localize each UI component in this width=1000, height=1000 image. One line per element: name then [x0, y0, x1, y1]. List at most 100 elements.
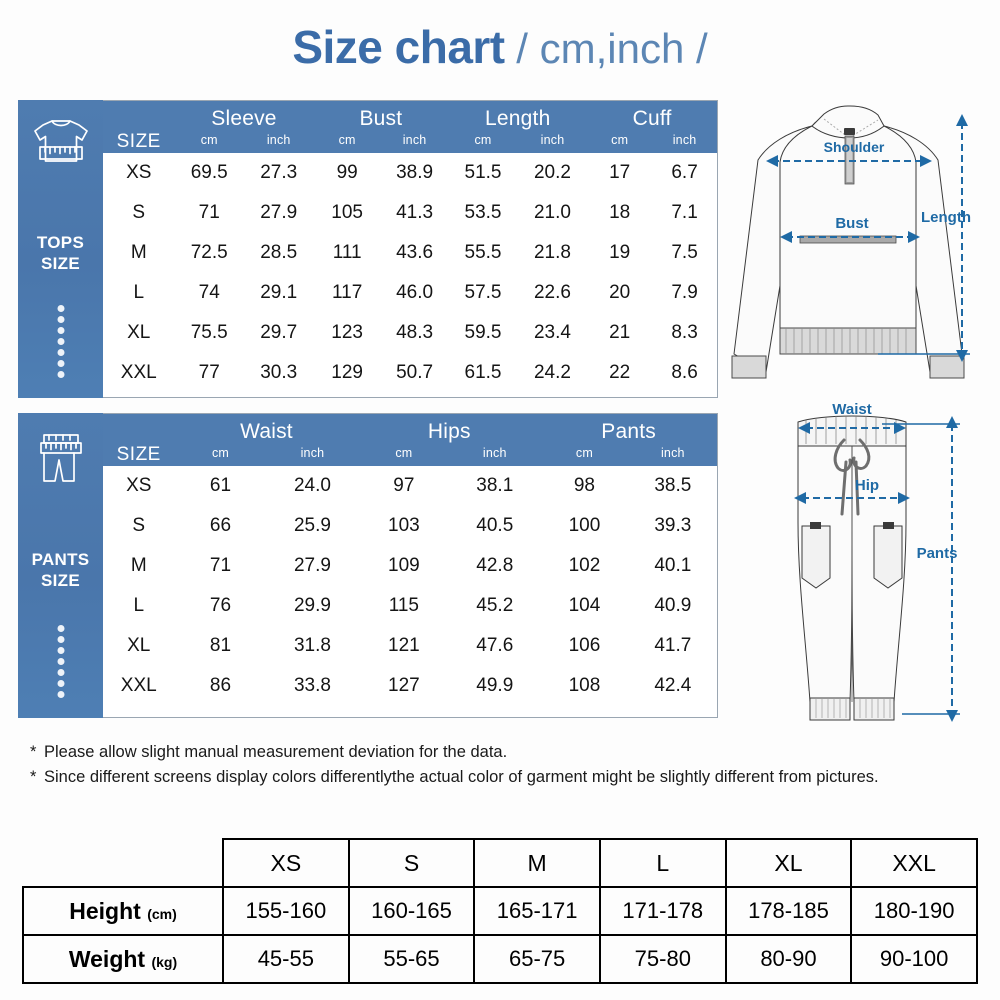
hw-cell-weight-xxl: 90-100 — [850, 934, 978, 984]
pants-cell-waist: 71 27.9 — [175, 546, 359, 586]
table-row: S 66 25.9 103 40.5 100 39.3 — [103, 506, 717, 546]
pants-cell-hips: 115 45.2 — [358, 586, 540, 626]
tops-header-group-cuff: Cuff cm inch — [587, 101, 717, 153]
table-row: XXL 86 33.8 127 49.9 108 42.4 — [103, 666, 717, 706]
pants-header-group-waist: Waist cm inch — [175, 414, 359, 466]
hw-cell-weight-s: 55-65 — [347, 934, 476, 984]
pants-header-group-hips: Hips cm inch — [358, 414, 540, 466]
pants-hips-cm: 103 — [388, 515, 420, 536]
tops-cell-cuff: 18 7.1 — [587, 193, 717, 233]
tops-size-section: TOPS SIZE SIZE Sleeve cm — [18, 100, 718, 398]
pants-waist-cm: 71 — [209, 555, 232, 576]
hw-cell-height-s: 160-165 — [347, 886, 476, 936]
tops-cell-cuff: 19 7.5 — [587, 233, 717, 273]
tops-group-name-bust: Bust — [359, 107, 403, 130]
pants-pants-inch: 42.4 — [654, 675, 692, 696]
pants-cell-pants: 100 39.3 — [540, 506, 717, 546]
page-title-light: / cm,inch / — [504, 25, 708, 72]
tops-row-size: M — [130, 242, 147, 263]
pants-unit-waist-cm: cm — [211, 446, 230, 460]
pants-cell-waist: 81 31.8 — [175, 626, 359, 666]
tops-sleeve-inch: 27.9 — [260, 202, 298, 223]
tops-bust-cm: 123 — [331, 322, 363, 343]
pants-pants-cm: 98 — [573, 475, 595, 496]
pants-cell-hips: 127 49.9 — [358, 666, 540, 706]
pants-cell-waist: 86 33.8 — [175, 666, 359, 706]
tops-length-cm: 61.5 — [464, 362, 502, 383]
pants-cell-hips: 103 40.5 — [358, 506, 540, 546]
tops-unit-cuff-cm: cm — [611, 133, 629, 147]
tops-cuff-inch: 8.6 — [671, 362, 698, 383]
pants-sidebar-dots — [57, 621, 64, 702]
tops-sleeve-inch: 29.7 — [260, 322, 298, 343]
tops-header-group-length: Length cm inch — [448, 101, 587, 153]
tops-cell-length: 61.5 24.2 — [448, 353, 587, 393]
tops-unit-bust-cm: cm — [338, 133, 356, 147]
note-item: * Since different screens display colors… — [30, 765, 970, 790]
tops-cell-length: 59.5 23.4 — [448, 313, 587, 353]
pants-hips-cm: 115 — [388, 595, 419, 616]
pants-header-size: SIZE — [116, 444, 161, 465]
pants-pants-cm: 108 — [568, 675, 601, 696]
hw-label-text: Height — [69, 897, 141, 924]
tops-cell-bust: 117 46.0 — [313, 273, 448, 313]
tops-row-size: XXL — [120, 362, 157, 383]
hw-label-unit: (kg) — [151, 953, 178, 970]
table-row: S 71 27.9 105 41.3 53.5 21.0 18 7.1 — [103, 193, 717, 233]
tops-sleeve-cm: 77 — [198, 362, 220, 383]
pants-row-size: S — [132, 515, 146, 536]
tops-bust-inch: 48.3 — [396, 322, 434, 343]
hw-cell-weight-xs: 45-55 — [222, 934, 350, 984]
tops-cell-cuff: 20 7.9 — [587, 273, 717, 313]
diagram-label-shoulder: Shoulder — [824, 139, 885, 155]
tops-table-header-row: SIZE Sleeve cm inch Bust cm — [103, 101, 717, 153]
pants-row-size: XS — [126, 475, 152, 496]
hw-cell-weight-m: 65-75 — [473, 934, 601, 984]
hw-corner-cell — [23, 839, 224, 888]
pants-pants-cm: 104 — [568, 595, 601, 616]
tops-bust-cm: 111 — [332, 242, 362, 263]
hw-label-text: Weight — [68, 945, 146, 972]
pants-table-wrap: SIZE Waist cm inch Hips cm — [103, 413, 718, 718]
pants-table-header-row: SIZE Waist cm inch Hips cm — [103, 414, 717, 466]
tops-sleeve-cm: 74 — [198, 282, 220, 303]
pants-waist-inch: 25.9 — [293, 515, 331, 536]
tops-cell-bust: 129 50.7 — [313, 353, 448, 393]
page-title-bold: Size chart — [292, 21, 505, 73]
tops-cuff-inch: 6.7 — [671, 162, 698, 183]
tops-cuff-inch: 7.9 — [671, 282, 698, 303]
tops-cell-sleeve: 74 29.1 — [175, 273, 314, 313]
pants-pants-cm: 102 — [568, 555, 601, 576]
tops-row-size: L — [133, 282, 145, 303]
hw-size-m: M — [473, 838, 601, 888]
tops-length-inch: 20.2 — [533, 162, 571, 183]
pants-hips-cm: 121 — [388, 635, 420, 656]
pants-pants-cm: 100 — [568, 515, 601, 536]
hw-cell-height-xs: 155-160 — [222, 886, 350, 936]
pants-cell-waist: 61 24.0 — [175, 466, 359, 506]
tops-row-size: S — [132, 202, 146, 223]
table-row: Height (cm) 155-160 160-165 165-171 171-… — [22, 886, 978, 936]
tops-header-group-sleeve: Sleeve cm inch — [175, 101, 314, 153]
pants-waist-cm: 76 — [209, 595, 232, 616]
tops-sleeve-inch: 28.5 — [260, 242, 298, 263]
diagram-label-length: Length — [921, 209, 971, 226]
pants-measurement-table: SIZE Waist cm inch Hips cm — [103, 414, 717, 706]
pants-unit-hips-cm: cm — [395, 446, 413, 460]
pants-waist-inch: 33.8 — [293, 675, 331, 696]
table-row: Weight (kg) 45-55 55-65 65-75 75-80 80-9… — [22, 934, 978, 984]
tops-cell-bust: 123 48.3 — [313, 313, 448, 353]
tops-cell-cuff: 21 8.3 — [587, 313, 717, 353]
tops-sidebar-label-line2: SIZE — [41, 254, 80, 273]
pants-hips-cm: 97 — [393, 475, 415, 496]
tops-unit-cuff-inch: inch — [672, 133, 697, 147]
tops-length-cm: 57.5 — [464, 282, 502, 303]
tops-header-group-bust: Bust cm inch — [313, 101, 448, 153]
tops-cell-cuff: 22 8.6 — [587, 353, 717, 393]
tops-unit-sleeve-inch: inch — [266, 133, 291, 147]
pants-group-name-hips: Hips — [427, 420, 471, 443]
tops-cuff-cm: 22 — [609, 362, 631, 383]
tops-cell-sleeve: 77 30.3 — [175, 353, 314, 393]
tops-header-size: SIZE — [116, 131, 161, 152]
hw-size-xs: XS — [222, 838, 350, 888]
